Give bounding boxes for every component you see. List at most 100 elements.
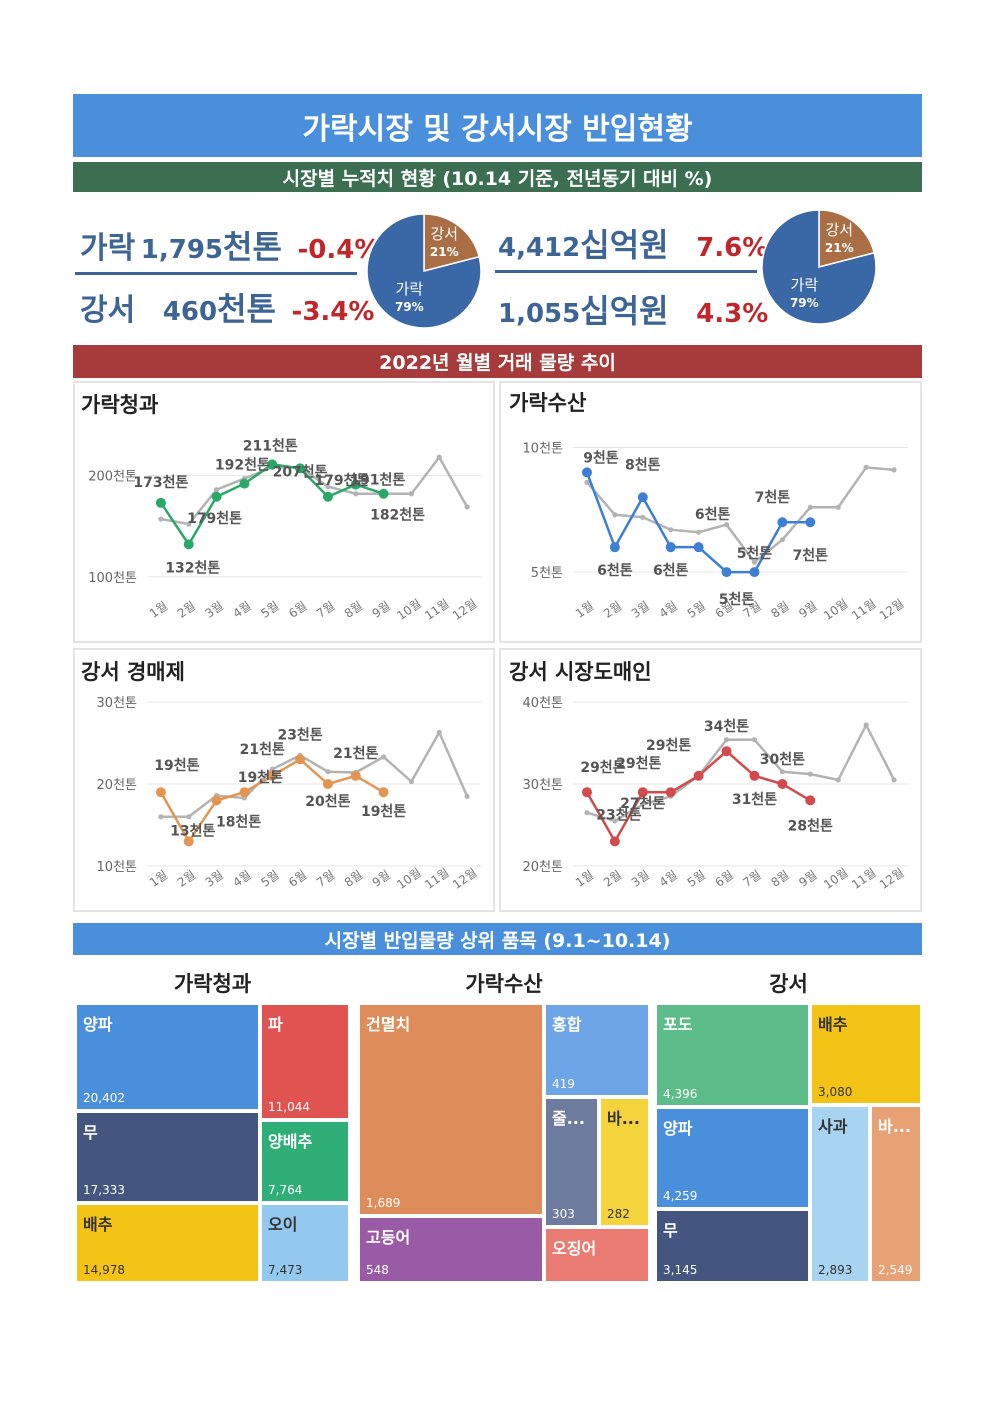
- gangseo-name: 강서: [80, 293, 136, 328]
- y-tick-label: 5천톤: [531, 566, 563, 581]
- treemap-title-gangseo: 강서: [769, 972, 808, 996]
- pie-chart-amount: 강서 21% 가락 79%: [761, 209, 877, 325]
- series-point: [721, 746, 732, 757]
- series-point-prev: [668, 527, 674, 533]
- series-point: [183, 539, 194, 550]
- series-point: [267, 770, 278, 781]
- data-label: 7천톤: [755, 490, 791, 506]
- x-tick-label: 5월: [258, 868, 281, 890]
- summary-header: 시장별 누적치 현황 (10.14 기준, 전년동기 대비 %): [73, 162, 922, 192]
- series-point-prev: [751, 559, 758, 565]
- x-tick-label: 9월: [370, 868, 393, 890]
- series-point: [350, 479, 361, 490]
- series-point-prev: [807, 504, 813, 510]
- data-label: 7천톤: [793, 548, 829, 564]
- data-label: 19천톤: [154, 758, 199, 774]
- pie-label: 강서: [430, 225, 458, 243]
- series-point-prev: [891, 777, 897, 783]
- x-tick-label: 8월: [768, 599, 791, 621]
- series-point: [665, 787, 676, 798]
- pie-slice: [761, 209, 877, 325]
- series-point: [609, 836, 620, 847]
- series-point-prev: [325, 484, 331, 490]
- garak-amount-unit: 십억원: [580, 226, 669, 264]
- data-label: 29천톤: [580, 760, 625, 776]
- x-tick-label: 4월: [657, 599, 680, 621]
- tile-value: 3,145: [663, 1263, 698, 1277]
- x-tick-label: 9월: [370, 599, 393, 621]
- tile-label: 양배추: [268, 1132, 313, 1151]
- x-tick-label: 6월: [713, 868, 736, 890]
- x-tick-label: 10월: [394, 596, 424, 623]
- series-point-prev: [186, 521, 192, 527]
- series-point: [239, 787, 250, 798]
- data-label: 20천톤: [305, 794, 350, 810]
- x-tick-label: 5월: [685, 599, 708, 621]
- pie-label: 가락: [791, 276, 819, 294]
- pie-value-label: 79%: [790, 296, 819, 310]
- garak-volume: 가락 1,795천톤 -0.4%: [80, 222, 380, 268]
- pie-value-label: 21%: [825, 241, 854, 255]
- data-label: 34천톤: [704, 719, 749, 735]
- panel-gangseo-auction: 강서 경매제 10천톤 20천톤 30천톤 1월 2월 3월 4월 5월 6월 7월 8월 9월 10월…: [73, 648, 495, 912]
- series-point: [777, 517, 788, 528]
- x-tick-label: 6월: [286, 868, 309, 890]
- pie-chart-volume: 강서 21% 가락 79%: [366, 213, 482, 329]
- x-tick-label: 8월: [342, 868, 365, 890]
- treemap-tile: 고등어 548: [358, 1216, 544, 1283]
- x-tick-label: 1월: [573, 868, 596, 890]
- pie-slice: [423, 213, 481, 272]
- gangseo-volume-pct: -3.4%: [291, 297, 375, 327]
- y-tick-label: 20천톤: [523, 860, 564, 875]
- tile-value: 11,044: [268, 1100, 310, 1114]
- x-tick-label: 3월: [203, 599, 226, 621]
- series-point-prev: [807, 771, 813, 777]
- data-label: 29천톤: [646, 738, 691, 754]
- treemap-tile: 바... 2,549: [870, 1105, 922, 1283]
- series-point-prev: [380, 754, 387, 760]
- tile-label: 오이: [268, 1215, 298, 1234]
- x-tick-label: 7월: [314, 599, 337, 621]
- tile-value: 20,402: [83, 1091, 125, 1105]
- x-tick-label: 11월: [849, 596, 879, 623]
- series-point-prev: [158, 516, 164, 522]
- treemap-title-garak-seafood: 가락수산: [465, 972, 543, 996]
- chart-title: 강서 시장도매인: [509, 660, 652, 684]
- x-tick-label: 12월: [877, 865, 907, 892]
- treemap-tile: 양배추 7,764: [260, 1120, 350, 1203]
- tile-value: 282: [607, 1207, 630, 1221]
- x-tick-label: 9월: [796, 599, 819, 621]
- data-label: 173천톤: [133, 475, 188, 491]
- chart-title: 가락수산: [509, 391, 587, 415]
- tile-value: 17,333: [83, 1183, 125, 1197]
- x-tick-label: 11월: [422, 865, 452, 892]
- tile-label: 배추: [83, 1215, 113, 1234]
- series-point-prev: [436, 454, 442, 460]
- tile-label: 오징어: [552, 1239, 597, 1258]
- series-point: [378, 787, 389, 798]
- series-point: [693, 542, 704, 553]
- pie-value-label: 21%: [430, 245, 459, 259]
- data-label: 31천톤: [732, 792, 777, 808]
- x-tick-label: 12월: [877, 596, 907, 623]
- data-label: 29천톤: [616, 756, 661, 772]
- series-point: [749, 567, 760, 578]
- data-label: 21천톤: [333, 746, 378, 762]
- series-point: [693, 770, 704, 781]
- x-tick-label: 6월: [286, 599, 309, 621]
- tile-label: 홍합: [552, 1015, 582, 1034]
- series-point-prev: [436, 729, 442, 735]
- x-tick-label: 4월: [657, 868, 680, 890]
- tile-label: 무: [663, 1221, 678, 1240]
- x-tick-label: 3월: [629, 868, 652, 890]
- summary-divider-left: [75, 272, 357, 275]
- series-point-prev: [640, 514, 646, 520]
- y-tick-label: 100천톤: [88, 571, 137, 586]
- series-point: [777, 779, 788, 789]
- tile-label: 고등어: [366, 1228, 411, 1247]
- x-tick-label: 8월: [342, 599, 365, 621]
- x-tick-label: 10월: [394, 865, 424, 892]
- treemap-tile: 오이 7,473: [260, 1203, 350, 1283]
- series-point: [155, 497, 166, 508]
